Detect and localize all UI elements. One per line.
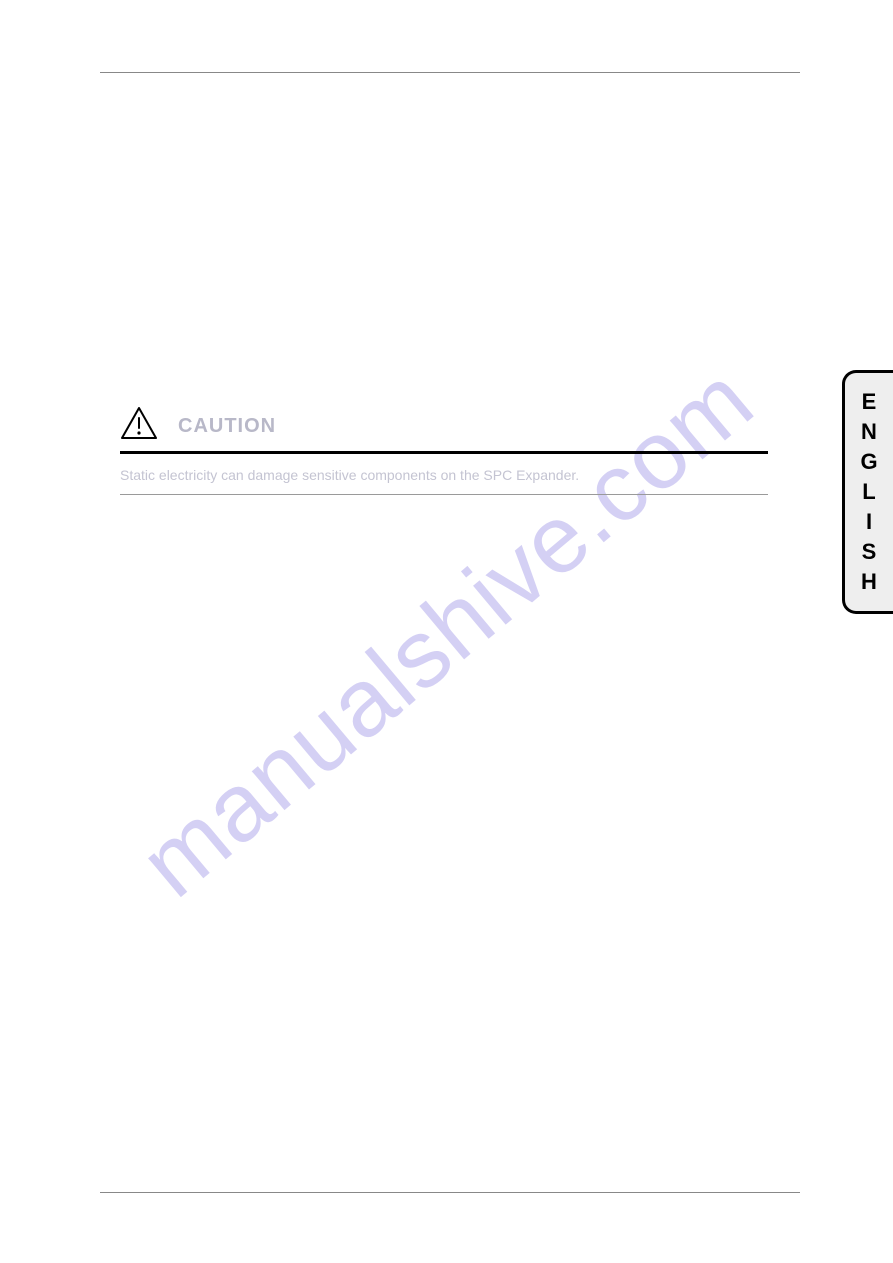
side-tab-letter: G (860, 451, 877, 473)
caution-heading-row: CAUTION (120, 406, 768, 440)
caution-rule-thick (120, 451, 768, 454)
caution-label: CAUTION (178, 415, 276, 440)
warning-triangle-icon (120, 406, 158, 440)
caution-body: Static electricity can damage sensitive … (120, 466, 768, 485)
side-tab-letter: I (866, 511, 872, 533)
footer-rule (100, 1192, 800, 1193)
header-rule (100, 72, 800, 73)
side-tab-letter: E (862, 391, 877, 413)
side-tab-letter: S (862, 541, 877, 563)
side-tab-letter: L (862, 481, 875, 503)
side-tab-letter: N (861, 421, 877, 443)
caution-rule-thin (120, 494, 768, 495)
language-side-tab: E N G L I S H (842, 370, 893, 614)
side-tab-letter: H (861, 571, 877, 593)
